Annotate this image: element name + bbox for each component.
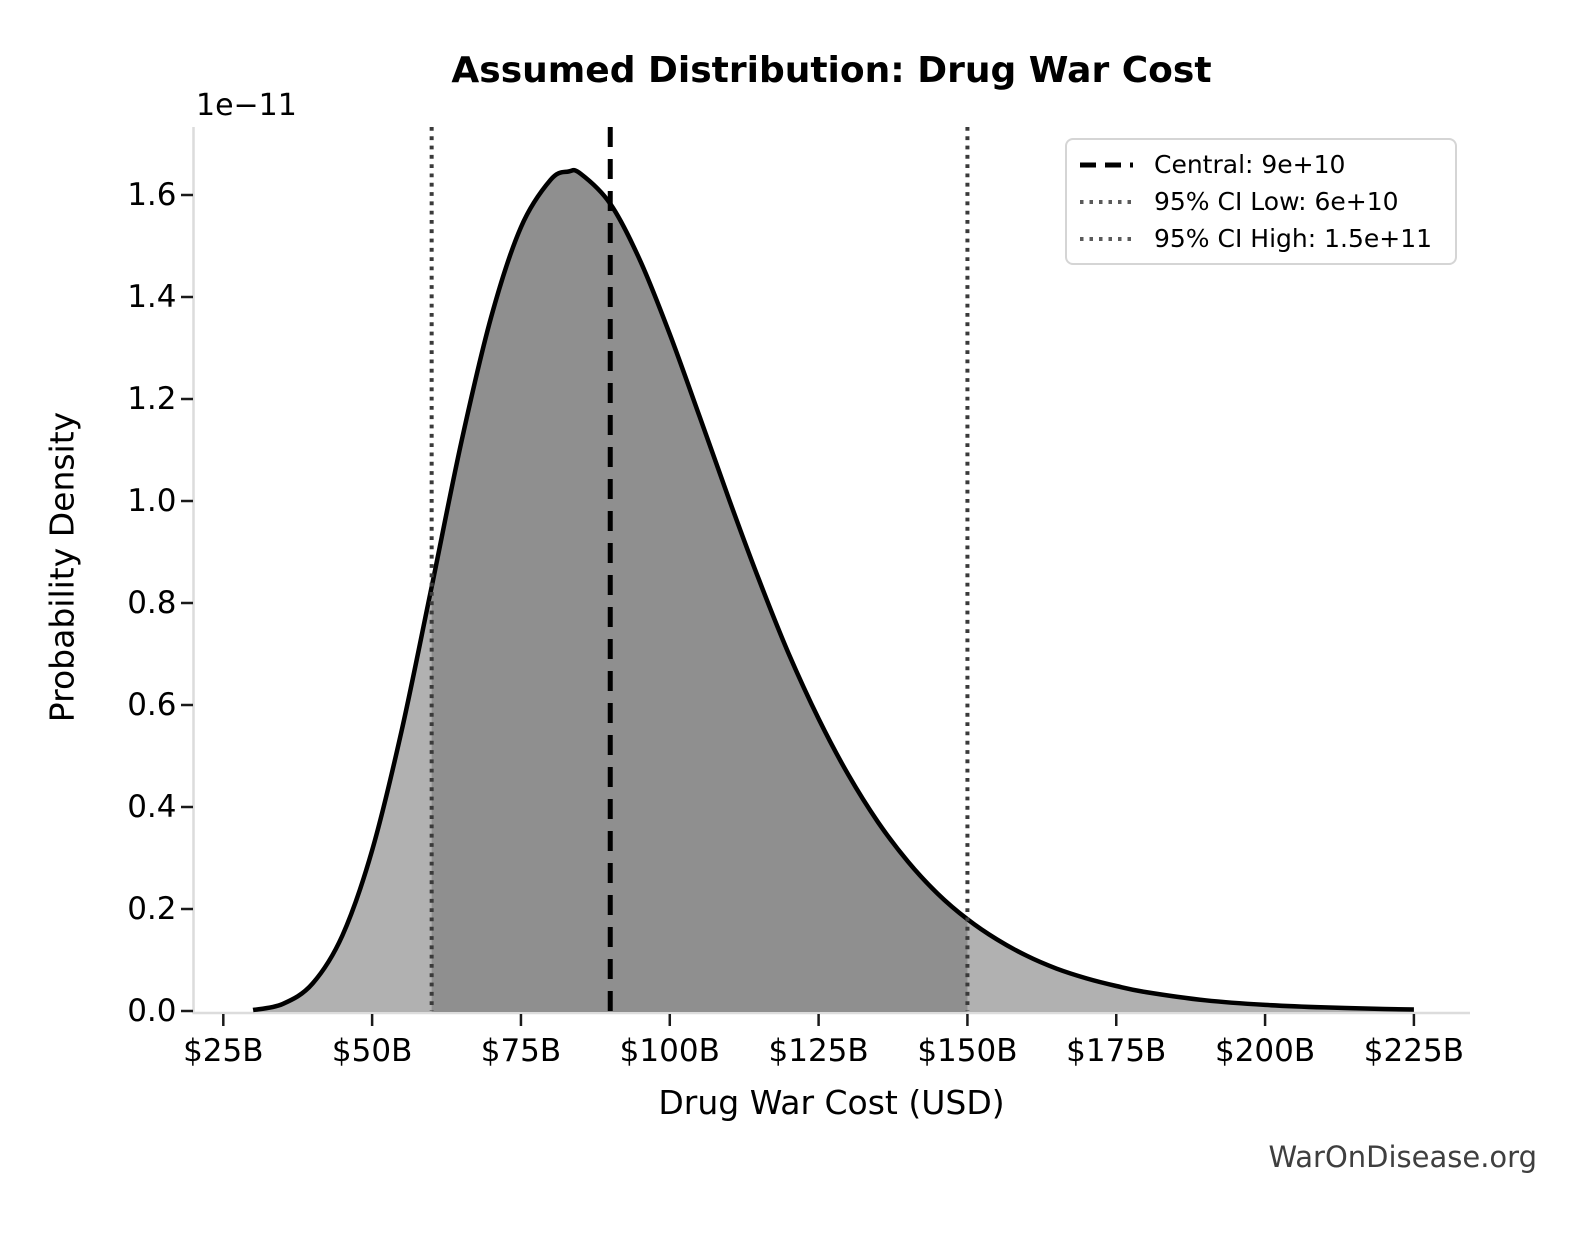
x-tick-label: $175B [1066, 1033, 1167, 1069]
legend-label-central: Central: 9e+10 [1154, 150, 1346, 179]
y-tick-label: 1.0 [127, 483, 177, 519]
watermark: WarOnDisease.org [1268, 1140, 1537, 1174]
x-tick-label: $50B [331, 1033, 413, 1069]
x-tick-label: $150B [917, 1033, 1018, 1069]
dashed-line-sample-icon [1080, 162, 1133, 167]
y-axis-label: Probability Density [42, 411, 82, 723]
dotted-line-sample-icon [1080, 236, 1133, 241]
legend-label-ci-high: 95% CI High: 1.5e+11 [1154, 224, 1433, 253]
y-tick-label: 0.8 [127, 585, 177, 621]
x-tick-label: $225B [1363, 1033, 1464, 1069]
y-tick-label: 1.6 [127, 177, 177, 213]
x-tick-label: $200B [1214, 1033, 1316, 1069]
dotted-line-sample-icon [1080, 199, 1133, 204]
x-tick-label: $25B [183, 1033, 264, 1069]
legend-label-ci-low: 95% CI Low: 6e+10 [1154, 187, 1399, 216]
y-tick-label: 1.2 [127, 381, 177, 417]
legend: Central: 9e+10 95% CI Low: 6e+10 95% CI … [1065, 138, 1457, 265]
legend-item-ci-low: 95% CI Low: 6e+10 [1079, 183, 1443, 220]
ci-region-fill [431, 170, 968, 1012]
y-tick-label: 0.4 [127, 789, 177, 825]
x-axis-label: Drug War Cost (USD) [658, 1083, 1005, 1122]
legend-item-ci-high: 95% CI High: 1.5e+11 [1079, 220, 1443, 257]
x-tick-label: $75B [480, 1033, 562, 1069]
x-tick-label: $125B [768, 1033, 869, 1069]
y-tick-label: 0.2 [127, 891, 177, 927]
x-tick-label: $100B [619, 1033, 720, 1069]
legend-item-central: Central: 9e+10 [1079, 146, 1443, 183]
y-tick-label: 0.6 [127, 687, 177, 723]
chart-title: Assumed Distribution: Drug War Cost [451, 50, 1212, 91]
y-axis-offset-label: 1e−11 [196, 88, 297, 123]
y-tick-label: 1.4 [127, 279, 177, 315]
y-tick-label: 0.0 [127, 993, 177, 1029]
density-curve [252, 167, 1414, 1013]
